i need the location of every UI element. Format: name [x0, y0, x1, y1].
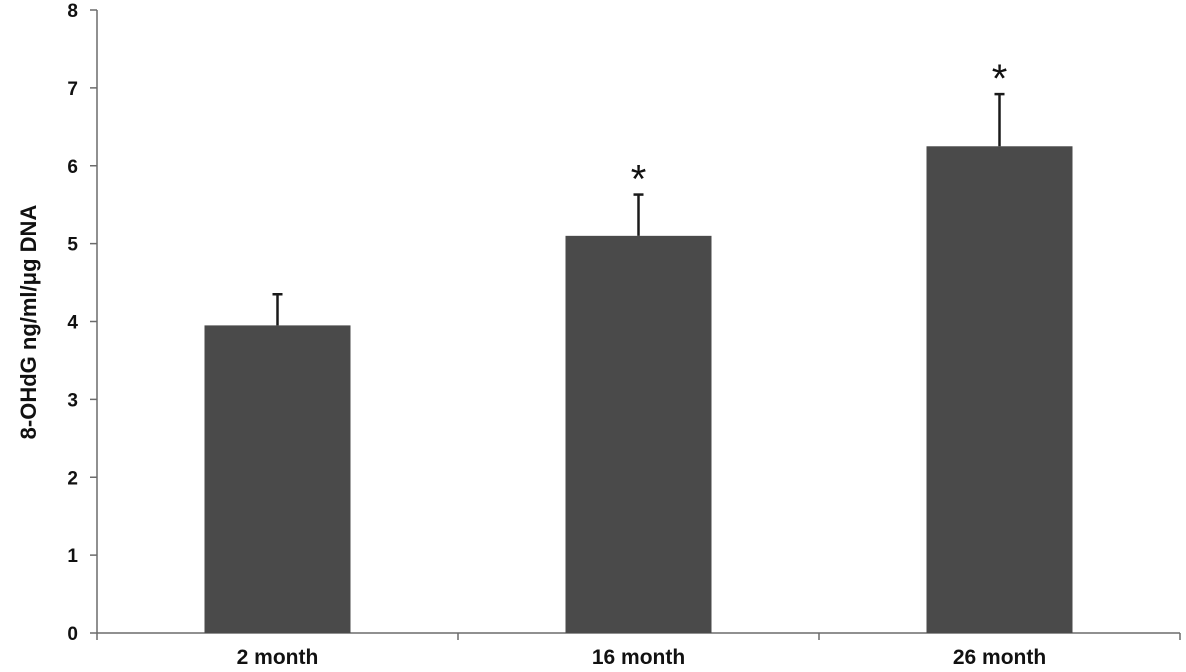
- y-tick-label: 4: [67, 313, 78, 334]
- x-category-label: 16 month: [592, 646, 685, 667]
- significance-marker: *: [631, 158, 647, 202]
- bars: [204, 92, 1073, 633]
- y-tick-label: 3: [67, 390, 78, 411]
- y-tick-label: 7: [67, 79, 78, 100]
- y-tick-label: 5: [67, 235, 78, 256]
- y-tick-label: 0: [67, 624, 78, 645]
- y-axis-title: 8-OHdG ng/ml/μg DNA: [16, 205, 41, 440]
- y-tick-label: 8: [67, 1, 78, 22]
- significance-marker: *: [992, 57, 1008, 101]
- labels: 0 1 2 3 4 5 6 7 8 2 month * 16 month * 26 month: [67, 1, 1046, 669]
- y-tick-label: 2: [67, 468, 78, 489]
- bar: [926, 146, 1073, 633]
- y-tick-label: 1: [67, 546, 78, 567]
- bar: [204, 325, 351, 633]
- bar: [565, 235, 712, 633]
- y-tick-label: 6: [67, 157, 78, 178]
- x-category-label: 26 month: [953, 646, 1046, 667]
- x-category-label: 2 month: [237, 646, 319, 667]
